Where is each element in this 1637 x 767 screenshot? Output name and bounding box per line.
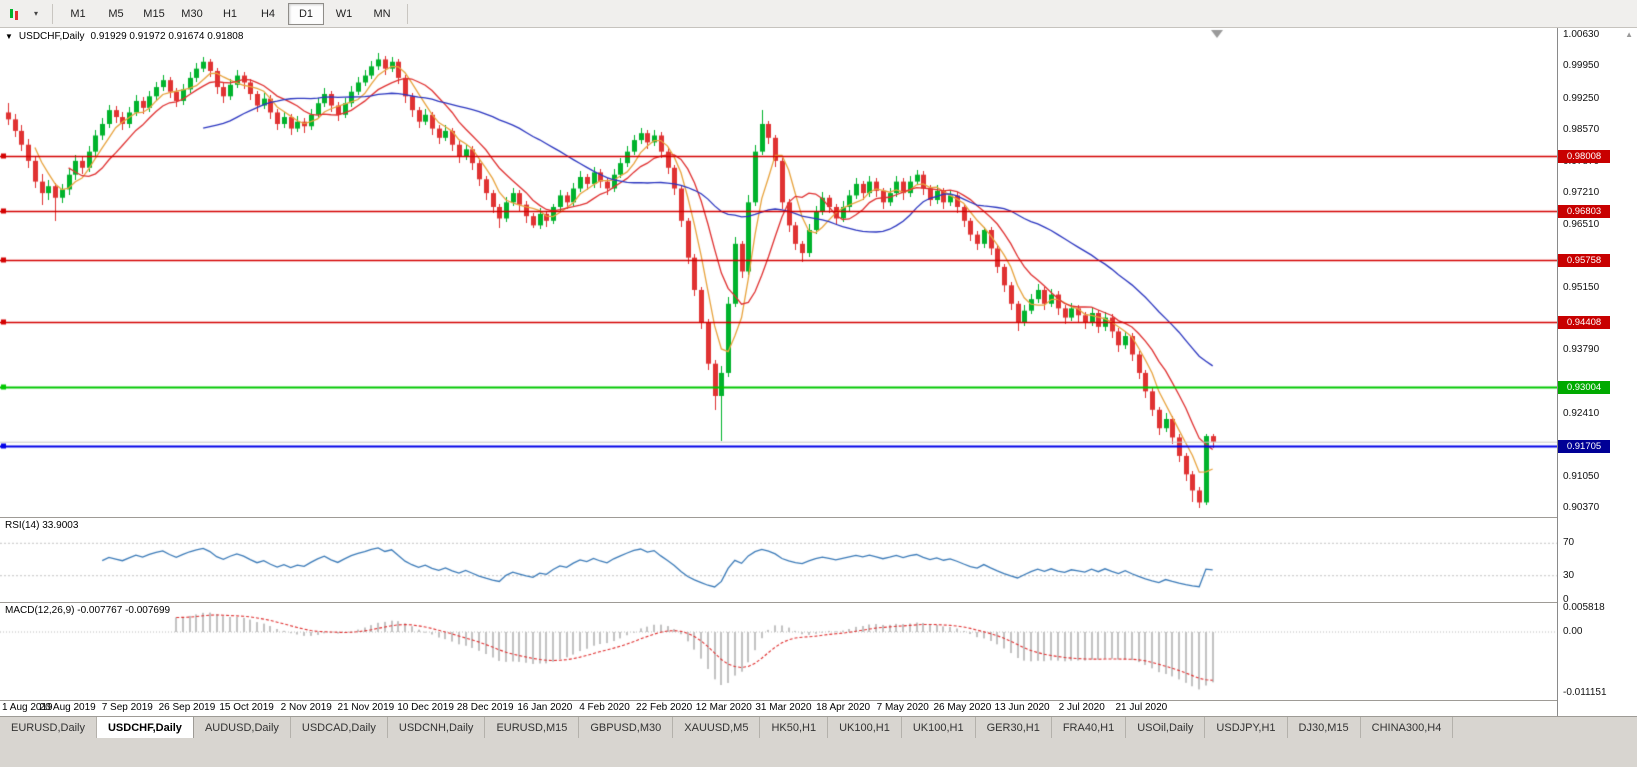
price-axis-label: 1.00630 — [1563, 29, 1600, 40]
toolbar-separator — [407, 3, 408, 24]
price-axis-label: 0.99950 — [1563, 60, 1600, 71]
time-axis-label: 21 Jul 2020 — [1115, 702, 1168, 713]
macd-canvas[interactable] — [0, 602, 1557, 700]
time-axis-label: 15 Oct 2019 — [219, 702, 274, 713]
timeframe-button-m5[interactable]: M5 — [108, 7, 124, 20]
pane-divider — [0, 700, 1637, 701]
time-axis-label: 16 Jan 2020 — [517, 702, 573, 713]
timeframe-button-m1[interactable]: M1 — [70, 7, 86, 20]
price-axis-label: 0.95150 — [1563, 282, 1600, 293]
chart-tab-fra40-h1[interactable]: FRA40,H1 — [1051, 717, 1127, 739]
collapse-toolbar-icon[interactable]: ▼ — [5, 32, 13, 41]
price-line-badge: 0.94408 — [1558, 316, 1610, 329]
chart-tab-gbpusd-m30[interactable]: GBPUSD,M30 — [579, 717, 674, 739]
time-axis-label: 2 Nov 2019 — [280, 702, 332, 713]
price-axis-label: 0.92410 — [1563, 408, 1600, 419]
price-axis-label: 0.96510 — [1563, 219, 1600, 230]
price-axis-label: 0.98570 — [1563, 124, 1600, 135]
rsi-pane: RSI(14) 33.9003 — [0, 517, 1557, 602]
time-axis-label: 10 Dec 2019 — [397, 702, 454, 713]
timeframe-button-w1[interactable]: W1 — [335, 7, 353, 20]
time-axis-label: 7 May 2020 — [876, 702, 929, 713]
price-axis-label: 0.90370 — [1563, 502, 1600, 513]
time-axis-label: 4 Feb 2020 — [579, 702, 630, 713]
candlestick-icon — [8, 7, 20, 21]
macd-axis-label: 0.00 — [1563, 626, 1583, 637]
chart-tab-eurusd-daily[interactable]: EURUSD,Daily — [0, 717, 97, 739]
timeframe-button-h1[interactable]: H1 — [222, 7, 238, 20]
time-axis-label: 22 Feb 2020 — [636, 702, 693, 713]
time-axis-label: 28 Dec 2019 — [456, 702, 514, 713]
rsi-axis-label: 70 — [1563, 537, 1575, 548]
chart-symbol-label: USDCHF,Daily — [18, 31, 85, 42]
macd-pane: MACD(12,26,9) -0.007767 -0.007699 — [0, 602, 1557, 700]
macd-axis-label: 0.005818 — [1563, 602, 1605, 613]
chart-ohlc-values: 0.91929 0.91972 0.91674 0.91808 — [90, 31, 244, 42]
price-pane: ▼ USDCHF,Daily 0.91929 0.91972 0.91674 0… — [0, 28, 1557, 517]
chart-title: ▼ USDCHF,Daily 0.91929 0.91972 0.91674 0… — [5, 31, 243, 42]
pane-divider[interactable] — [0, 517, 1637, 518]
timeframe-toolbar: ▾ M1 M5 M15 M30 H1 H4 D1 W1 MN — [0, 0, 1637, 28]
price-line-badge: 0.96803 — [1558, 205, 1610, 218]
time-axis-label: 7 Sep 2019 — [101, 702, 153, 713]
chart-tab-usdjpy-h1[interactable]: USDJPY,H1 — [1205, 717, 1288, 739]
chart-tab-usdchf-daily[interactable]: USDCHF,Daily — [96, 717, 194, 739]
price-chart-canvas[interactable] — [0, 28, 1557, 517]
price-line-badge: 0.98008 — [1558, 150, 1610, 163]
chevron-down-icon: ▾ — [33, 8, 38, 18]
price-axis-label: 0.93790 — [1563, 344, 1600, 355]
timeframe-button-m30[interactable]: M30 — [181, 7, 203, 20]
chart-tab-ger30-h1[interactable]: GER30,H1 — [975, 717, 1052, 739]
toolbar-separator — [52, 3, 53, 24]
chart-tab-china300-h4[interactable]: CHINA300,H4 — [1360, 717, 1454, 739]
time-axis-label: 2 Jul 2020 — [1058, 702, 1105, 713]
timeframe-button-h4[interactable]: H4 — [260, 7, 276, 20]
chart-tab-audusd-daily[interactable]: AUDUSD,Daily — [193, 717, 291, 739]
chart-type-dropdown[interactable]: ▾ — [26, 4, 46, 24]
time-axis-label: 20 Aug 2019 — [39, 702, 96, 713]
time-axis-label: 26 May 2020 — [933, 702, 992, 713]
chart-tab-usdcnh-daily[interactable]: USDCNH,Daily — [387, 717, 486, 739]
scroll-up-icon[interactable]: ▲ — [1625, 30, 1633, 39]
price-scale[interactable]: ▲ 1.006300.999500.992500.985700.978700.9… — [1557, 28, 1637, 716]
time-axis-label: 31 Mar 2020 — [755, 702, 812, 713]
chart-tab-dj30-m15[interactable]: DJ30,M15 — [1287, 717, 1361, 739]
chart-region: ▼ USDCHF,Daily 0.91929 0.91972 0.91674 0… — [0, 28, 1637, 716]
price-line-badge: 0.95758 — [1558, 254, 1610, 267]
rsi-axis-label: 0 — [1563, 594, 1569, 605]
time-axis-label: 26 Sep 2019 — [158, 702, 216, 713]
price-axis-label: 0.91050 — [1563, 471, 1600, 482]
status-strip — [0, 738, 1637, 767]
macd-label: MACD(12,26,9) -0.007767 -0.007699 — [5, 605, 171, 616]
chart-tab-hk50-h1[interactable]: HK50,H1 — [760, 717, 829, 739]
timeframe-buttons: M1 M5 M15 M30 H1 H4 D1 W1 MN — [59, 2, 401, 25]
timeframe-button-mn[interactable]: MN — [373, 7, 391, 20]
price-axis-label: 0.97210 — [1563, 187, 1600, 198]
timeframe-button-m15[interactable]: M15 — [143, 7, 165, 20]
chart-tab-uk100-h1[interactable]: UK100,H1 — [901, 717, 976, 739]
time-axis-label: 12 Mar 2020 — [695, 702, 752, 713]
time-axis-label: 21 Nov 2019 — [337, 702, 395, 713]
chart-tabbar: EURUSD,Daily USDCHF,Daily AUDUSD,Daily USDC… — [0, 716, 1637, 739]
chart-tab-usdcad-daily[interactable]: USDCAD,Daily — [290, 717, 388, 739]
price-line-badge: 0.93004 — [1558, 381, 1610, 394]
price-line-badge: 0.91705 — [1558, 440, 1610, 453]
price-axis-label: 0.99250 — [1563, 93, 1600, 104]
chart-tab-uk100-h1[interactable]: UK100,H1 — [828, 717, 902, 739]
time-axis-label: 13 Jun 2020 — [994, 702, 1050, 713]
time-axis-label: 18 Apr 2020 — [816, 702, 871, 713]
rsi-label: RSI(14) 33.9003 — [5, 520, 79, 531]
macd-axis-label: -0.011151 — [1563, 687, 1607, 698]
time-axis-label: 1 Aug 2019 — [2, 702, 53, 713]
chart-tab-eurusd-m15[interactable]: EURUSD,M15 — [485, 717, 580, 739]
chart-tab-xauusd-m5[interactable]: XAUUSD,M5 — [673, 717, 761, 739]
timeframe-button-d1[interactable]: D1 — [288, 2, 324, 25]
pane-divider[interactable] — [0, 602, 1637, 603]
rsi-axis-label: 30 — [1563, 570, 1575, 581]
time-axis[interactable]: 1 Aug 2019 20 Aug 2019 7 Sep 2019 26 Sep 20… — [0, 700, 1557, 716]
rsi-canvas[interactable] — [0, 517, 1557, 602]
chart-type-icon[interactable] — [4, 4, 24, 24]
chart-tab-usoil-daily[interactable]: USOil,Daily — [1126, 717, 1206, 739]
